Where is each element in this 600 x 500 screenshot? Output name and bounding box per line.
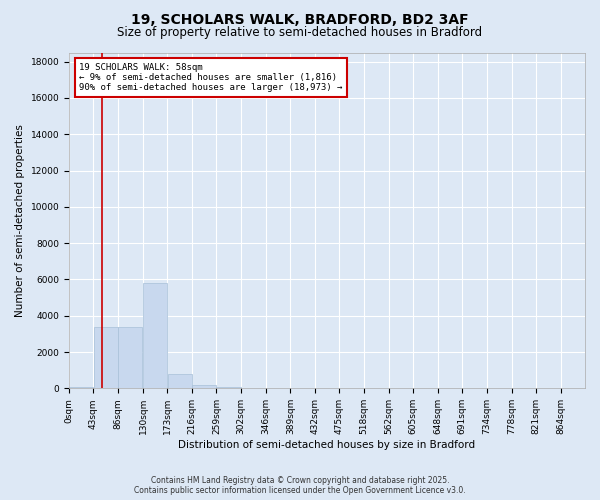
Bar xyxy=(118,326,142,388)
Text: 19, SCHOLARS WALK, BRADFORD, BD2 3AF: 19, SCHOLARS WALK, BRADFORD, BD2 3AF xyxy=(131,12,469,26)
Bar xyxy=(217,387,241,388)
Bar xyxy=(143,283,167,389)
Bar xyxy=(192,384,216,388)
Bar xyxy=(167,374,192,388)
Text: Size of property relative to semi-detached houses in Bradford: Size of property relative to semi-detach… xyxy=(118,26,482,39)
Text: Contains HM Land Registry data © Crown copyright and database right 2025.
Contai: Contains HM Land Registry data © Crown c… xyxy=(134,476,466,495)
Bar xyxy=(69,386,94,388)
Text: 19 SCHOLARS WALK: 58sqm
← 9% of semi-detached houses are smaller (1,816)
90% of : 19 SCHOLARS WALK: 58sqm ← 9% of semi-det… xyxy=(79,62,343,92)
Bar xyxy=(94,326,118,388)
Y-axis label: Number of semi-detached properties: Number of semi-detached properties xyxy=(15,124,25,317)
X-axis label: Distribution of semi-detached houses by size in Bradford: Distribution of semi-detached houses by … xyxy=(178,440,476,450)
